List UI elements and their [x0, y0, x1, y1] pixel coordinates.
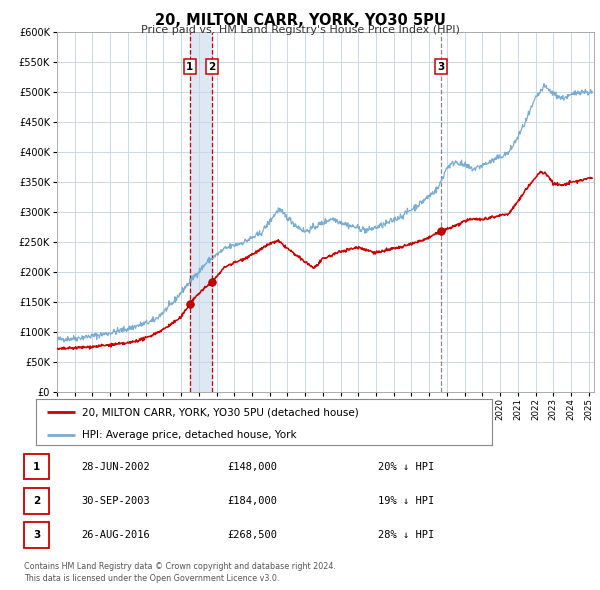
Text: 20, MILTON CARR, YORK, YO30 5PU (detached house): 20, MILTON CARR, YORK, YO30 5PU (detache… — [82, 407, 358, 417]
Text: 20, MILTON CARR, YORK, YO30 5PU: 20, MILTON CARR, YORK, YO30 5PU — [155, 13, 445, 28]
Text: 28% ↓ HPI: 28% ↓ HPI — [378, 530, 434, 540]
Text: £268,500: £268,500 — [227, 530, 277, 540]
Text: 30-SEP-2003: 30-SEP-2003 — [81, 496, 150, 506]
Text: HPI: Average price, detached house, York: HPI: Average price, detached house, York — [82, 430, 296, 440]
Text: 20% ↓ HPI: 20% ↓ HPI — [378, 462, 434, 471]
Bar — [190, 32, 212, 392]
Text: 2: 2 — [33, 496, 40, 506]
Text: £148,000: £148,000 — [227, 462, 277, 471]
Text: 1: 1 — [186, 61, 193, 71]
Text: Price paid vs. HM Land Registry's House Price Index (HPI): Price paid vs. HM Land Registry's House … — [140, 25, 460, 35]
Text: 19% ↓ HPI: 19% ↓ HPI — [378, 496, 434, 506]
Text: 1: 1 — [33, 462, 40, 471]
Text: 3: 3 — [437, 61, 445, 71]
Text: 3: 3 — [33, 530, 40, 540]
Text: 2: 2 — [208, 61, 215, 71]
Text: £184,000: £184,000 — [227, 496, 277, 506]
Text: Contains HM Land Registry data © Crown copyright and database right 2024.
This d: Contains HM Land Registry data © Crown c… — [24, 562, 336, 583]
Text: 26-AUG-2016: 26-AUG-2016 — [81, 530, 150, 540]
Text: 28-JUN-2002: 28-JUN-2002 — [81, 462, 150, 471]
